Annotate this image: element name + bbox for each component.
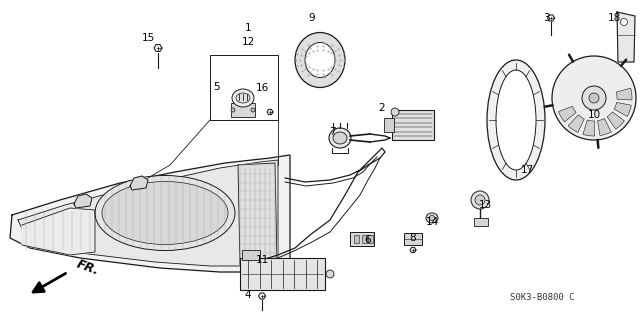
Circle shape xyxy=(471,191,489,209)
Text: 5: 5 xyxy=(214,82,220,92)
Bar xyxy=(231,103,255,117)
Ellipse shape xyxy=(329,128,351,148)
Circle shape xyxy=(391,108,399,116)
Polygon shape xyxy=(259,293,266,299)
Ellipse shape xyxy=(429,216,435,220)
Wedge shape xyxy=(598,118,611,136)
Text: 11: 11 xyxy=(255,255,269,265)
Ellipse shape xyxy=(487,60,545,180)
Ellipse shape xyxy=(95,175,235,250)
Wedge shape xyxy=(616,88,632,100)
Bar xyxy=(384,118,394,132)
Text: 6: 6 xyxy=(365,235,371,245)
Ellipse shape xyxy=(426,213,438,223)
Text: FR.: FR. xyxy=(75,258,101,278)
Circle shape xyxy=(251,108,255,112)
Bar xyxy=(474,218,488,226)
Text: 9: 9 xyxy=(308,13,316,23)
Text: 10: 10 xyxy=(588,110,600,120)
Text: 3: 3 xyxy=(543,13,549,23)
Ellipse shape xyxy=(295,33,345,87)
Text: 4: 4 xyxy=(244,290,252,300)
Bar xyxy=(240,258,325,290)
Bar xyxy=(354,235,359,243)
Text: 13: 13 xyxy=(478,200,492,210)
Polygon shape xyxy=(130,176,148,190)
Bar xyxy=(392,110,434,140)
Polygon shape xyxy=(74,194,92,208)
Text: 1: 1 xyxy=(244,23,252,33)
Ellipse shape xyxy=(305,42,335,78)
Bar xyxy=(210,55,278,120)
Polygon shape xyxy=(547,15,554,21)
Ellipse shape xyxy=(496,70,536,170)
Polygon shape xyxy=(22,208,95,255)
Text: 17: 17 xyxy=(520,165,534,175)
Ellipse shape xyxy=(333,132,347,144)
Text: 8: 8 xyxy=(410,233,416,243)
Polygon shape xyxy=(10,155,290,272)
Text: 16: 16 xyxy=(255,83,269,93)
Wedge shape xyxy=(614,102,631,116)
Circle shape xyxy=(552,56,636,140)
Polygon shape xyxy=(18,160,278,266)
Polygon shape xyxy=(238,163,277,265)
Circle shape xyxy=(621,19,627,26)
Circle shape xyxy=(231,108,235,112)
Bar xyxy=(242,250,260,260)
Circle shape xyxy=(475,195,485,205)
Polygon shape xyxy=(267,109,273,115)
Wedge shape xyxy=(607,112,625,129)
Text: 2: 2 xyxy=(379,103,385,113)
Polygon shape xyxy=(617,12,635,62)
Ellipse shape xyxy=(236,93,250,103)
Wedge shape xyxy=(559,106,576,122)
Circle shape xyxy=(589,93,599,103)
Ellipse shape xyxy=(102,182,228,244)
Circle shape xyxy=(326,270,334,278)
Wedge shape xyxy=(583,120,595,136)
Text: S0K3-B0800 C: S0K3-B0800 C xyxy=(510,293,575,302)
Bar xyxy=(362,235,367,243)
Text: 15: 15 xyxy=(141,33,155,43)
Ellipse shape xyxy=(232,89,254,107)
Text: 7: 7 xyxy=(329,127,335,137)
Bar xyxy=(404,233,422,245)
Polygon shape xyxy=(410,248,416,253)
Text: 18: 18 xyxy=(607,13,621,23)
Bar xyxy=(350,232,374,246)
Bar xyxy=(368,235,373,243)
Text: 12: 12 xyxy=(241,37,255,47)
Text: 14: 14 xyxy=(426,217,438,227)
Polygon shape xyxy=(154,45,162,51)
Circle shape xyxy=(582,86,606,110)
Wedge shape xyxy=(568,115,584,132)
